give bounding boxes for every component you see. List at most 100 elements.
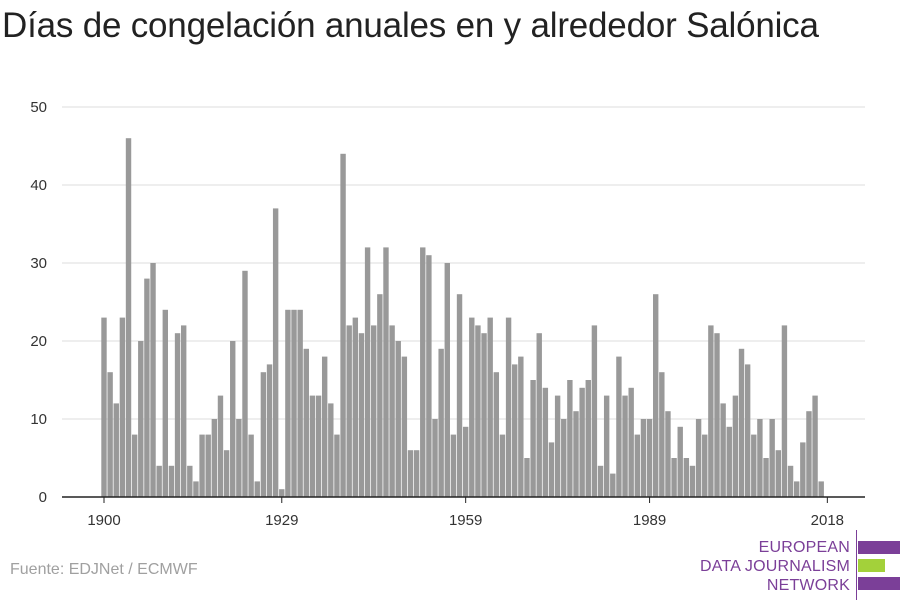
- bar-1952: [420, 247, 426, 497]
- bar-1989: [646, 419, 653, 497]
- logo-text-european: EUROPEAN: [758, 539, 850, 556]
- bar-1926: [260, 372, 267, 497]
- bar-1978: [579, 387, 585, 497]
- bar-1930: [285, 309, 291, 497]
- bar-1915: [193, 481, 199, 497]
- bar-1943: [364, 247, 371, 497]
- bar-1954: [432, 419, 438, 497]
- bar-2004: [738, 348, 745, 497]
- bar-1996: [689, 465, 696, 497]
- bar-1910: [162, 309, 168, 497]
- bar-2017: [818, 481, 824, 497]
- bar-1948: [395, 341, 401, 497]
- bar-1988: [640, 419, 647, 497]
- bar-1946: [383, 247, 389, 497]
- bar-2007: [757, 419, 763, 497]
- bar-1947: [389, 325, 395, 497]
- bar-1958: [456, 294, 463, 497]
- logo-text-data-journalism: DATA JOURNALISM: [700, 558, 850, 575]
- bar-1920: [223, 450, 230, 497]
- bar-1977: [573, 411, 579, 497]
- bar-1935: [315, 395, 322, 497]
- bar-1941: [352, 317, 359, 497]
- bar-1927: [266, 364, 273, 497]
- bar-1963: [487, 317, 493, 497]
- bar-1923: [242, 270, 248, 497]
- bar-1994: [677, 426, 683, 497]
- bar-1914: [187, 465, 193, 497]
- x-tick-label: 1929: [265, 512, 298, 529]
- bar-1990: [653, 294, 659, 497]
- bar-1981: [597, 465, 604, 497]
- logo-bar-purple-bottom: [858, 577, 900, 590]
- bar-1942: [358, 333, 365, 497]
- bar-1955: [438, 348, 444, 497]
- bar-1937: [328, 403, 334, 497]
- x-tick-label: 1900: [87, 512, 120, 529]
- bar-1902: [113, 403, 119, 497]
- y-tick-label: 30: [30, 255, 47, 272]
- bar-2003: [732, 395, 739, 497]
- bar-2001: [720, 403, 726, 497]
- logo-divider: [856, 530, 857, 600]
- bar-2013: [793, 481, 800, 497]
- bar-2008: [763, 458, 769, 497]
- bar-1983: [610, 473, 616, 497]
- bar-1922: [236, 419, 242, 497]
- bars: [101, 138, 824, 498]
- bar-1928: [272, 208, 279, 497]
- logo-bar-purple-top: [858, 541, 900, 554]
- bar-1965: [499, 434, 506, 497]
- bar-1911: [168, 465, 175, 497]
- bar-1901: [107, 372, 113, 497]
- bar-1987: [634, 434, 641, 497]
- bar-1964: [493, 372, 500, 497]
- y-tick-label: 20: [30, 333, 47, 350]
- chart-title: Días de congelación anuales en y alreded…: [2, 6, 819, 45]
- edjnet-logo: EUROPEAN DATA JOURNALISM NETWORK: [700, 530, 900, 600]
- bar-1975: [561, 419, 567, 497]
- bar-1997: [695, 419, 702, 497]
- y-axis-labels: 0 10 20 30 40 50: [30, 99, 47, 506]
- bar-1973: [548, 442, 555, 497]
- bar-1974: [554, 395, 561, 497]
- bar-2000: [714, 333, 720, 497]
- bar-2016: [812, 395, 818, 497]
- bar-1908: [150, 263, 156, 497]
- bar-1995: [683, 458, 690, 497]
- bar-1912: [174, 333, 181, 497]
- bar-1921: [230, 341, 236, 497]
- bar-1980: [591, 325, 598, 497]
- bar-1934: [309, 395, 316, 497]
- y-tick-label: 50: [30, 99, 47, 116]
- bar-1959: [462, 426, 469, 497]
- bar-1944: [371, 325, 377, 497]
- bar-1949: [401, 356, 408, 497]
- x-tick-label: 1989: [633, 512, 666, 529]
- bar-1985: [622, 395, 628, 497]
- y-tick-label: 0: [39, 489, 47, 506]
- bar-1998: [702, 434, 708, 497]
- bar-1940: [346, 325, 352, 497]
- bar-2015: [806, 411, 812, 497]
- bar-1900: [101, 317, 107, 497]
- bar-1960: [469, 317, 475, 497]
- bar-1968: [518, 356, 524, 497]
- bar-1967: [512, 364, 518, 497]
- bar-1953: [426, 255, 432, 497]
- bar-1982: [603, 395, 610, 497]
- bar-1931: [291, 309, 297, 497]
- bar-1969: [524, 458, 530, 497]
- bar-1979: [585, 380, 591, 497]
- bar-1936: [321, 356, 328, 497]
- x-tick-label: 1959: [449, 512, 482, 529]
- bar-1986: [628, 387, 634, 497]
- bar-1924: [248, 434, 254, 497]
- bar-1916: [199, 434, 205, 497]
- bar-1976: [567, 380, 573, 497]
- bar-1950: [407, 450, 414, 497]
- bar-2012: [787, 465, 794, 497]
- bar-1956: [444, 263, 450, 497]
- bar-1961: [475, 325, 481, 497]
